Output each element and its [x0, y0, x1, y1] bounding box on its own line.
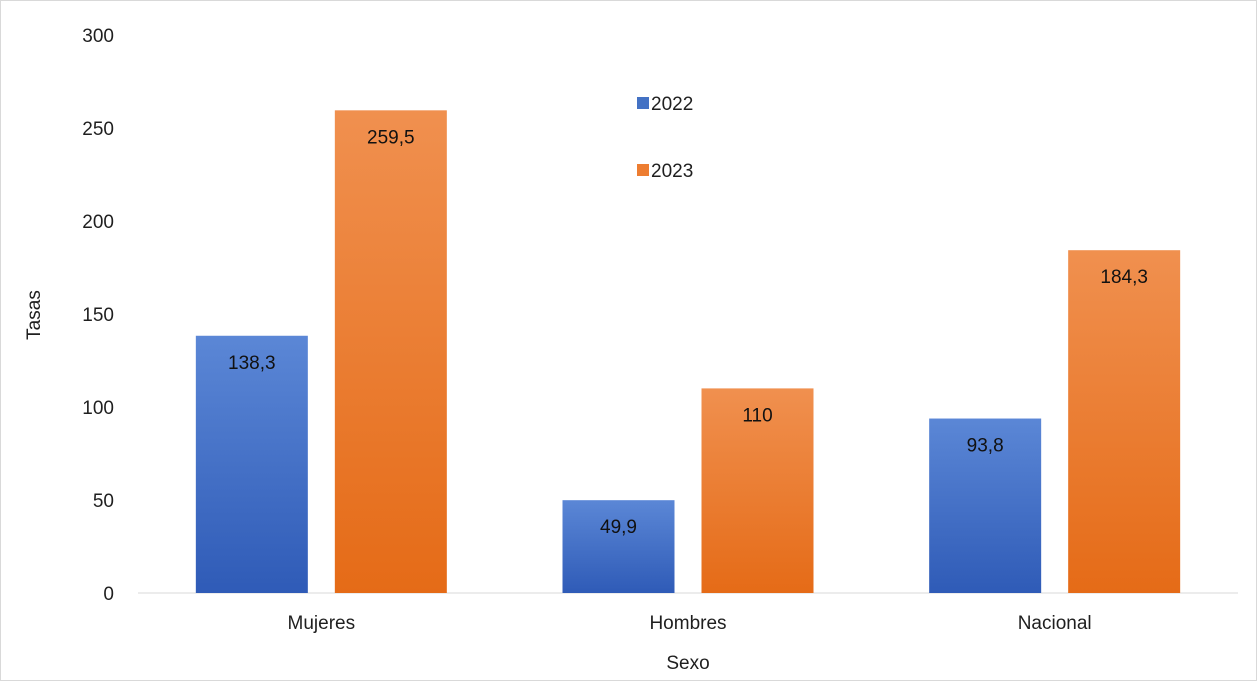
x-axis-ticks: Mujeres Hombres Nacional [288, 613, 1092, 634]
data-label: 93,8 [967, 436, 1004, 457]
y-tick-label: 250 [82, 119, 114, 140]
bar-nacional-2023 [1068, 250, 1181, 593]
legend-label: 2023 [651, 161, 693, 182]
bar-nacional-2022 [929, 418, 1042, 593]
bar-mujeres-2022 [195, 335, 308, 593]
data-label: 110 [742, 405, 772, 426]
data-label: 184,3 [1100, 267, 1148, 288]
y-tick-label: 0 [103, 584, 114, 605]
x-tick-label: Mujeres [288, 613, 356, 634]
data-label: 259,5 [367, 127, 415, 148]
y-tick-label: 150 [82, 305, 114, 326]
y-tick-label: 200 [82, 212, 114, 233]
data-label: 138,3 [228, 353, 276, 374]
x-tick-label: Nacional [1018, 613, 1092, 634]
legend: 2022 2023 [637, 94, 693, 182]
bar-mujeres-2023 [334, 110, 447, 593]
legend-swatch [637, 97, 649, 109]
y-tick-label: 50 [93, 491, 114, 512]
legend-swatch [637, 164, 649, 176]
bar-hombres-2023 [701, 388, 814, 593]
x-tick-label: Hombres [649, 613, 726, 634]
data-label: 49,9 [600, 517, 637, 538]
y-tick-label: 100 [82, 398, 114, 419]
x-axis-title: Sexo [666, 653, 709, 674]
legend-label: 2022 [651, 94, 693, 115]
y-axis-title: Tasas [24, 290, 45, 340]
y-tick-label: 300 [82, 26, 114, 47]
bar-hombres-2022 [562, 500, 675, 593]
bars: 138,3 259,5 49,9 110 93,8 184,3 [195, 110, 1181, 593]
y-axis-ticks: 0 50 100 150 200 250 300 [82, 26, 114, 605]
